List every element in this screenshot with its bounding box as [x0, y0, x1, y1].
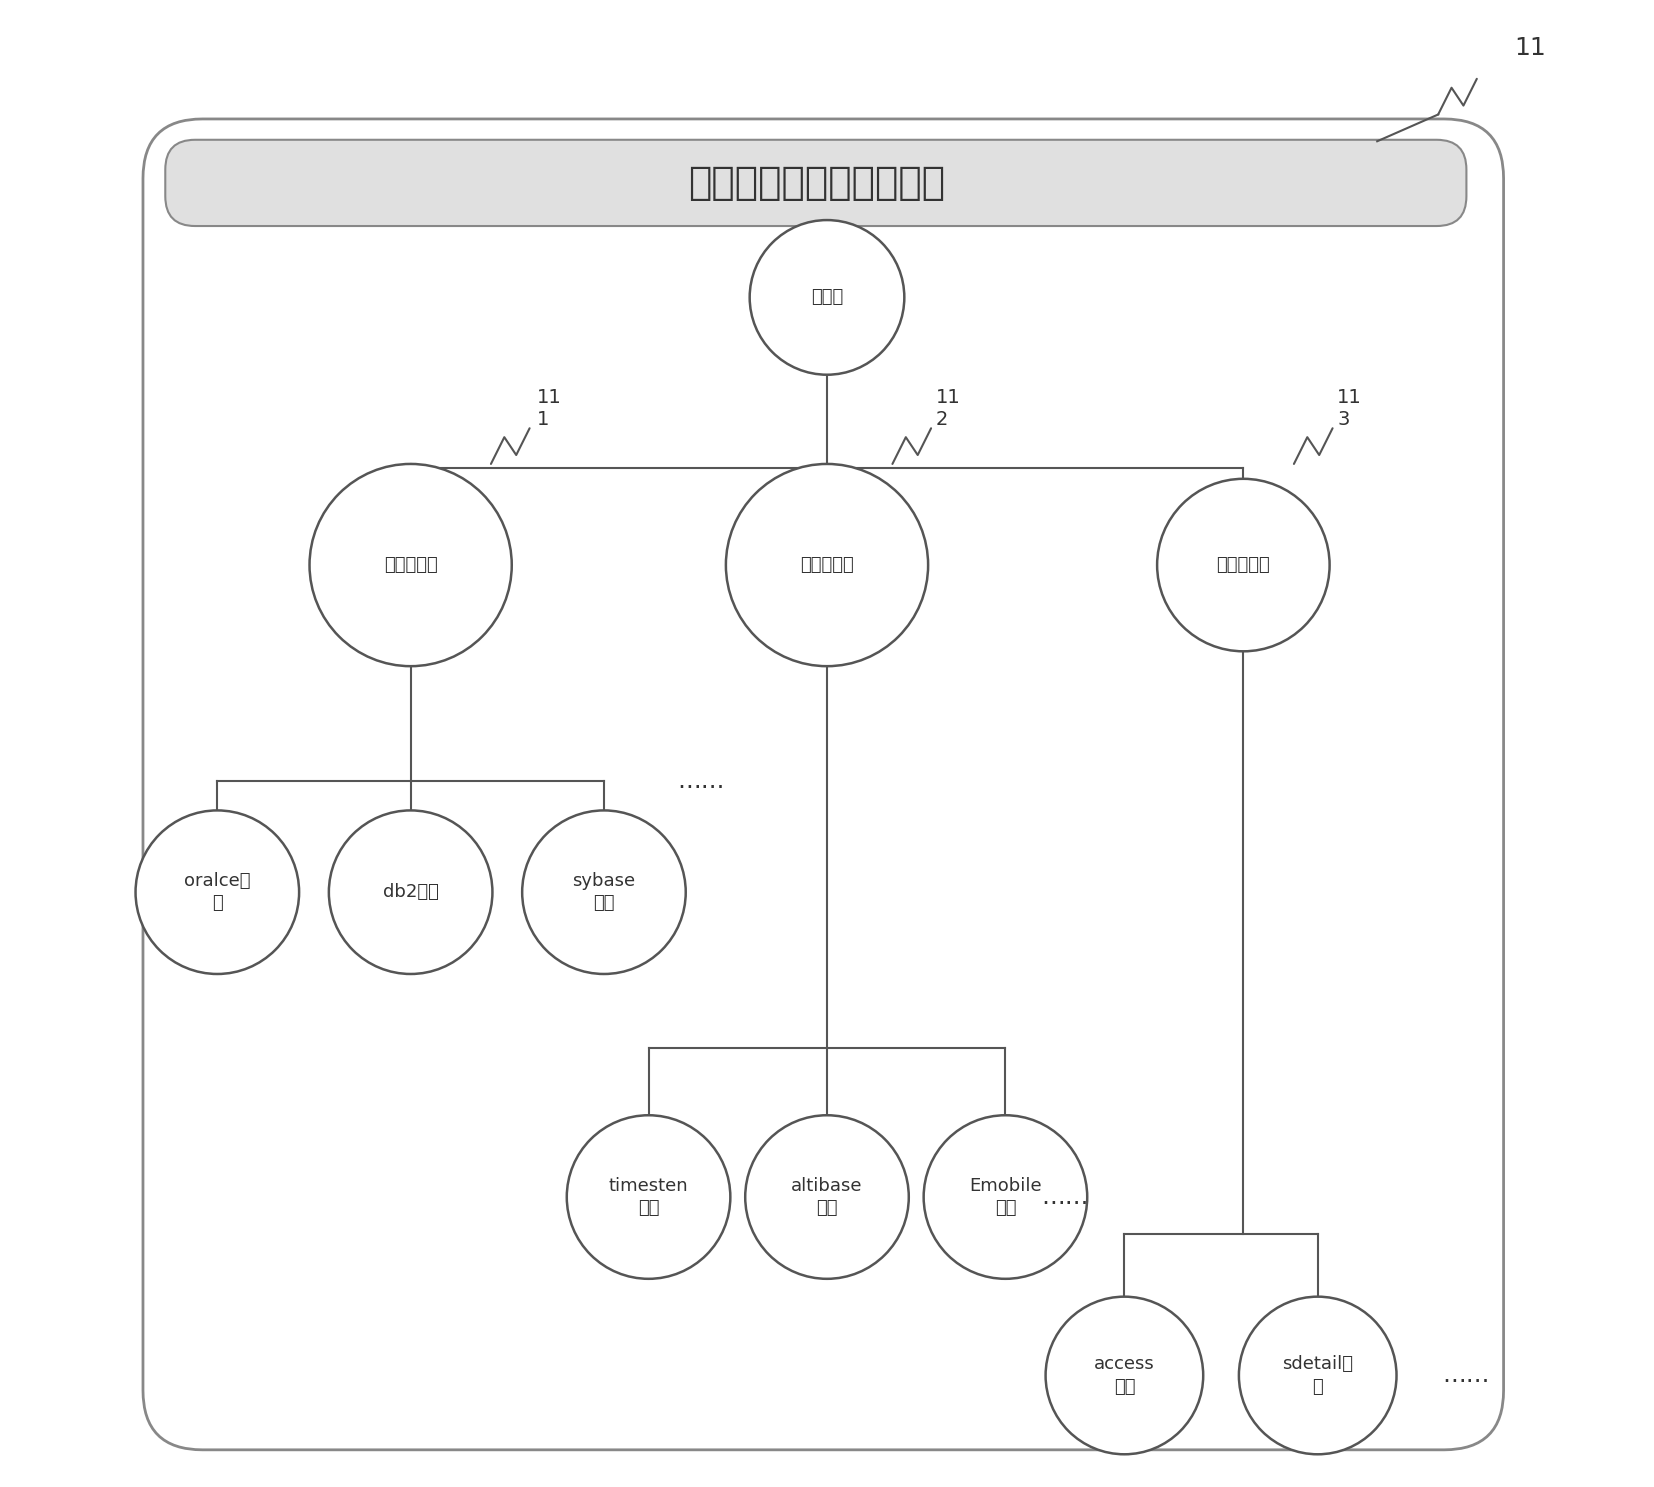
- Text: access
驱动: access 驱动: [1093, 1355, 1154, 1396]
- FancyBboxPatch shape: [165, 140, 1467, 226]
- Text: ……: ……: [1040, 1185, 1088, 1209]
- Circle shape: [749, 220, 905, 375]
- Circle shape: [1045, 1297, 1202, 1454]
- Text: 11: 11: [1515, 36, 1546, 59]
- Circle shape: [1239, 1297, 1396, 1454]
- Text: sdetail驱
动: sdetail驱 动: [1282, 1355, 1353, 1396]
- Circle shape: [567, 1115, 731, 1279]
- Text: 内存库驱动: 内存库驱动: [801, 556, 853, 574]
- Text: ……: ……: [676, 769, 724, 793]
- Circle shape: [923, 1115, 1087, 1279]
- Text: 物理库驱动: 物理库驱动: [384, 556, 438, 574]
- Text: 11
3: 11 3: [1336, 388, 1361, 430]
- Circle shape: [136, 810, 299, 974]
- Text: timesten
驱动: timesten 驱动: [609, 1176, 688, 1218]
- Circle shape: [1158, 479, 1330, 651]
- Circle shape: [309, 464, 511, 666]
- Text: sybase
驱动: sybase 驱动: [572, 871, 635, 913]
- Circle shape: [329, 810, 493, 974]
- Circle shape: [523, 810, 686, 974]
- Text: 异构数据库驱动管理单元: 异构数据库驱动管理单元: [688, 164, 944, 202]
- Text: 11
2: 11 2: [936, 388, 961, 430]
- Text: db2驱动: db2驱动: [382, 883, 438, 901]
- Text: 文件库驱动: 文件库驱动: [1216, 556, 1270, 574]
- Text: Emobile
驱动: Emobile 驱动: [969, 1176, 1042, 1218]
- FancyBboxPatch shape: [142, 119, 1503, 1450]
- Text: ……: ……: [1442, 1364, 1490, 1387]
- Text: 总驱动: 总驱动: [810, 288, 844, 306]
- Text: oralce驱
动: oralce驱 动: [184, 871, 250, 913]
- Circle shape: [746, 1115, 908, 1279]
- Text: 11
1: 11 1: [538, 388, 562, 430]
- Circle shape: [726, 464, 928, 666]
- Text: altibase
驱动: altibase 驱动: [791, 1176, 863, 1218]
